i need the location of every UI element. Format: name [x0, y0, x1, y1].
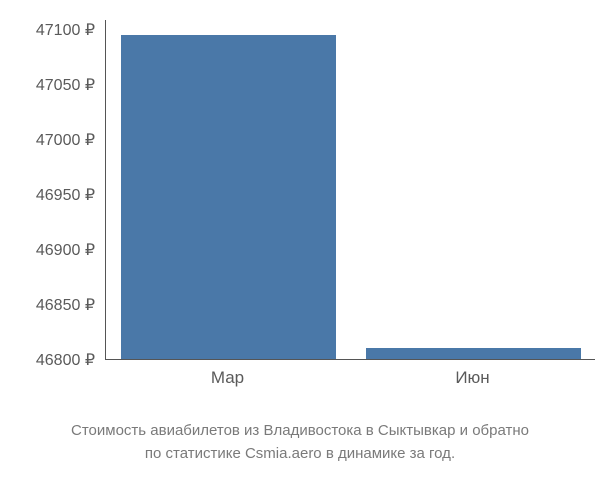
- bar: [121, 35, 337, 360]
- plot-area: [105, 20, 595, 360]
- y-axis: 46800 ₽ 46850 ₽ 46900 ₽ 46950 ₽ 47000 ₽ 47050…: [0, 20, 105, 400]
- caption-line2: по статистике Csmia.aero в динамике за г…: [20, 443, 580, 466]
- caption-line1: Стоимость авиабилетов из Владивостока в …: [20, 420, 580, 443]
- x-tick-label: Июн: [455, 368, 489, 388]
- bar: [366, 348, 582, 359]
- y-tick-label: 46950 ₽: [36, 185, 95, 205]
- y-tick-label: 47000 ₽: [36, 130, 95, 150]
- y-tick-label: 47100 ₽: [36, 20, 95, 40]
- y-tick-label: 46900 ₽: [36, 240, 95, 260]
- chart-caption: Стоимость авиабилетов из Владивостока в …: [0, 420, 600, 465]
- bar-chart: 46800 ₽ 46850 ₽ 46900 ₽ 46950 ₽ 47000 ₽ 47050…: [0, 20, 600, 400]
- y-tick-label: 46850 ₽: [36, 295, 95, 315]
- x-tick-label: Мар: [211, 368, 244, 388]
- y-tick-label: 47050 ₽: [36, 75, 95, 95]
- y-tick-label: 46800 ₽: [36, 350, 95, 370]
